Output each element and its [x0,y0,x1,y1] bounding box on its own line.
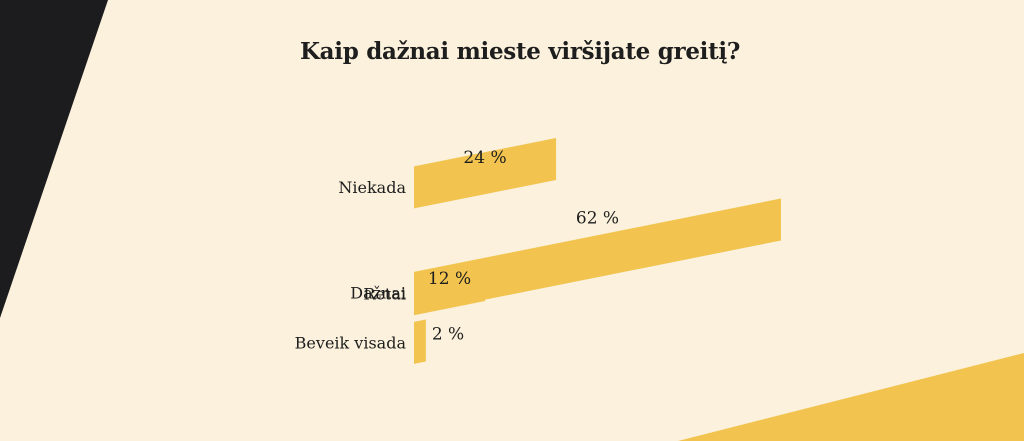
chart-title: Kaip dažnai mieste viršijate greitį? [299,38,741,65]
bar-retai [414,259,486,316]
bar-beveik-visada [414,319,426,364]
bar-daznai [414,198,781,314]
value-label-daznai: 62 % [576,209,619,229]
value-label-niekada: 24 % [463,148,506,168]
category-label-niekada: Niekada [338,178,406,197]
category-label-daznai: Dažnai [350,283,406,302]
yellow-corner-shape [678,353,1024,441]
value-label-beveik-visada: 2 % [432,325,464,345]
dark-corner-shape [0,0,108,318]
category-label-beveik-visada: Beveik visada [295,333,407,352]
category-label-retai: Retai [363,285,406,304]
value-label-retai: 12 % [428,269,471,289]
bar-niekada [414,138,557,209]
